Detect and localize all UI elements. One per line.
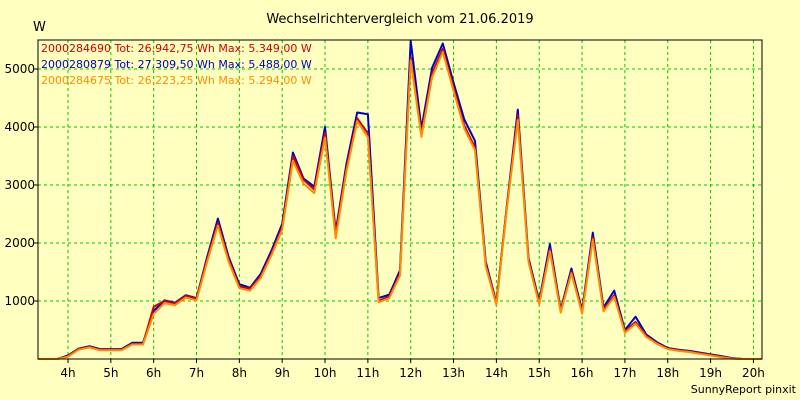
x-tick-label-0: 4h: [60, 366, 75, 380]
x-tick-label-5: 9h: [275, 366, 290, 380]
y-tick-label-0: 1000: [4, 294, 35, 308]
y-tick-label-3: 4000: [4, 120, 35, 134]
footer-credit: SunnyReport pinxit: [691, 383, 797, 396]
series-line-0: [38, 47, 762, 360]
y-tick-label-2: 3000: [4, 178, 35, 192]
legend-item-1: 2000280879 Tot: 27.309,50 Wh Max: 5.488,…: [41, 58, 312, 71]
series-lines: [38, 39, 762, 360]
x-tick-label-7: 11h: [356, 366, 379, 380]
x-tick-label-9: 13h: [442, 366, 465, 380]
x-tick-label-13: 17h: [613, 366, 636, 380]
x-tick-label-3: 7h: [189, 366, 204, 380]
legend-item-2: 2000284675 Tot: 26.223,25 Wh Max: 5.294,…: [41, 74, 312, 87]
grid-lines: [38, 40, 762, 359]
x-tick-label-15: 19h: [699, 366, 722, 380]
x-tick-label-10: 14h: [485, 366, 508, 380]
x-tick-label-11: 15h: [528, 366, 551, 380]
y-tick-label-4: 5000: [4, 62, 35, 76]
y-tick-label-1: 2000: [4, 236, 35, 250]
y-axis-unit-label: W: [33, 20, 46, 35]
series-line-1: [38, 39, 762, 360]
legend-item-0: 2000284690 Tot: 26.942,75 Wh Max: 5.349,…: [41, 42, 312, 55]
x-tick-label-4: 8h: [232, 366, 247, 380]
x-tick-label-14: 18h: [656, 366, 679, 380]
plot-frame: [37, 39, 763, 360]
series-line-2: [38, 50, 762, 360]
x-tick-label-6: 10h: [314, 366, 337, 380]
x-tick-label-2: 6h: [146, 366, 161, 380]
x-tick-label-12: 16h: [571, 366, 594, 380]
chart-title: Wechselrichtervergleich vom 21.06.2019: [266, 12, 533, 27]
x-tick-label-1: 5h: [103, 366, 118, 380]
x-tick-label-8: 12h: [399, 366, 422, 380]
legend: 2000284690 Tot: 26.942,75 Wh Max: 5.349,…: [41, 42, 312, 87]
x-tick-label-16: 20h: [742, 366, 765, 380]
axis-ticks: 4h 5h 6h 7h 8h 9h 10h 11h 12h 13h 14h 15h 16h 17h 18h 1…: [4, 62, 764, 380]
